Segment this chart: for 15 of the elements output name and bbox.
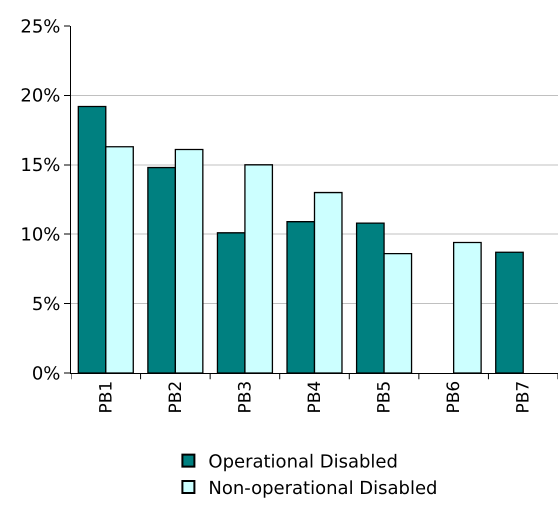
x-tick-label: PB6 (444, 380, 464, 414)
y-tick-label: 15% (20, 155, 60, 176)
y-tick-label: 5% (32, 294, 60, 315)
x-tick-label: PB5 (374, 380, 395, 414)
y-tick-label: 0% (32, 363, 60, 384)
x-tick-label: PB2 (166, 380, 186, 414)
x-tick-label: PB1 (96, 380, 116, 414)
x-tick-label: PB7 (514, 380, 534, 414)
y-tick-label: 20% (20, 86, 60, 107)
legend-label: Operational Disabled (208, 452, 398, 473)
x-tick-label: PB3 (235, 380, 256, 414)
legend-label: Non-operational Disabled (208, 478, 438, 500)
y-tick-label: 10% (20, 224, 60, 246)
x-tick-label: PB4 (305, 380, 326, 414)
y-tick-label: 25% (20, 16, 60, 38)
